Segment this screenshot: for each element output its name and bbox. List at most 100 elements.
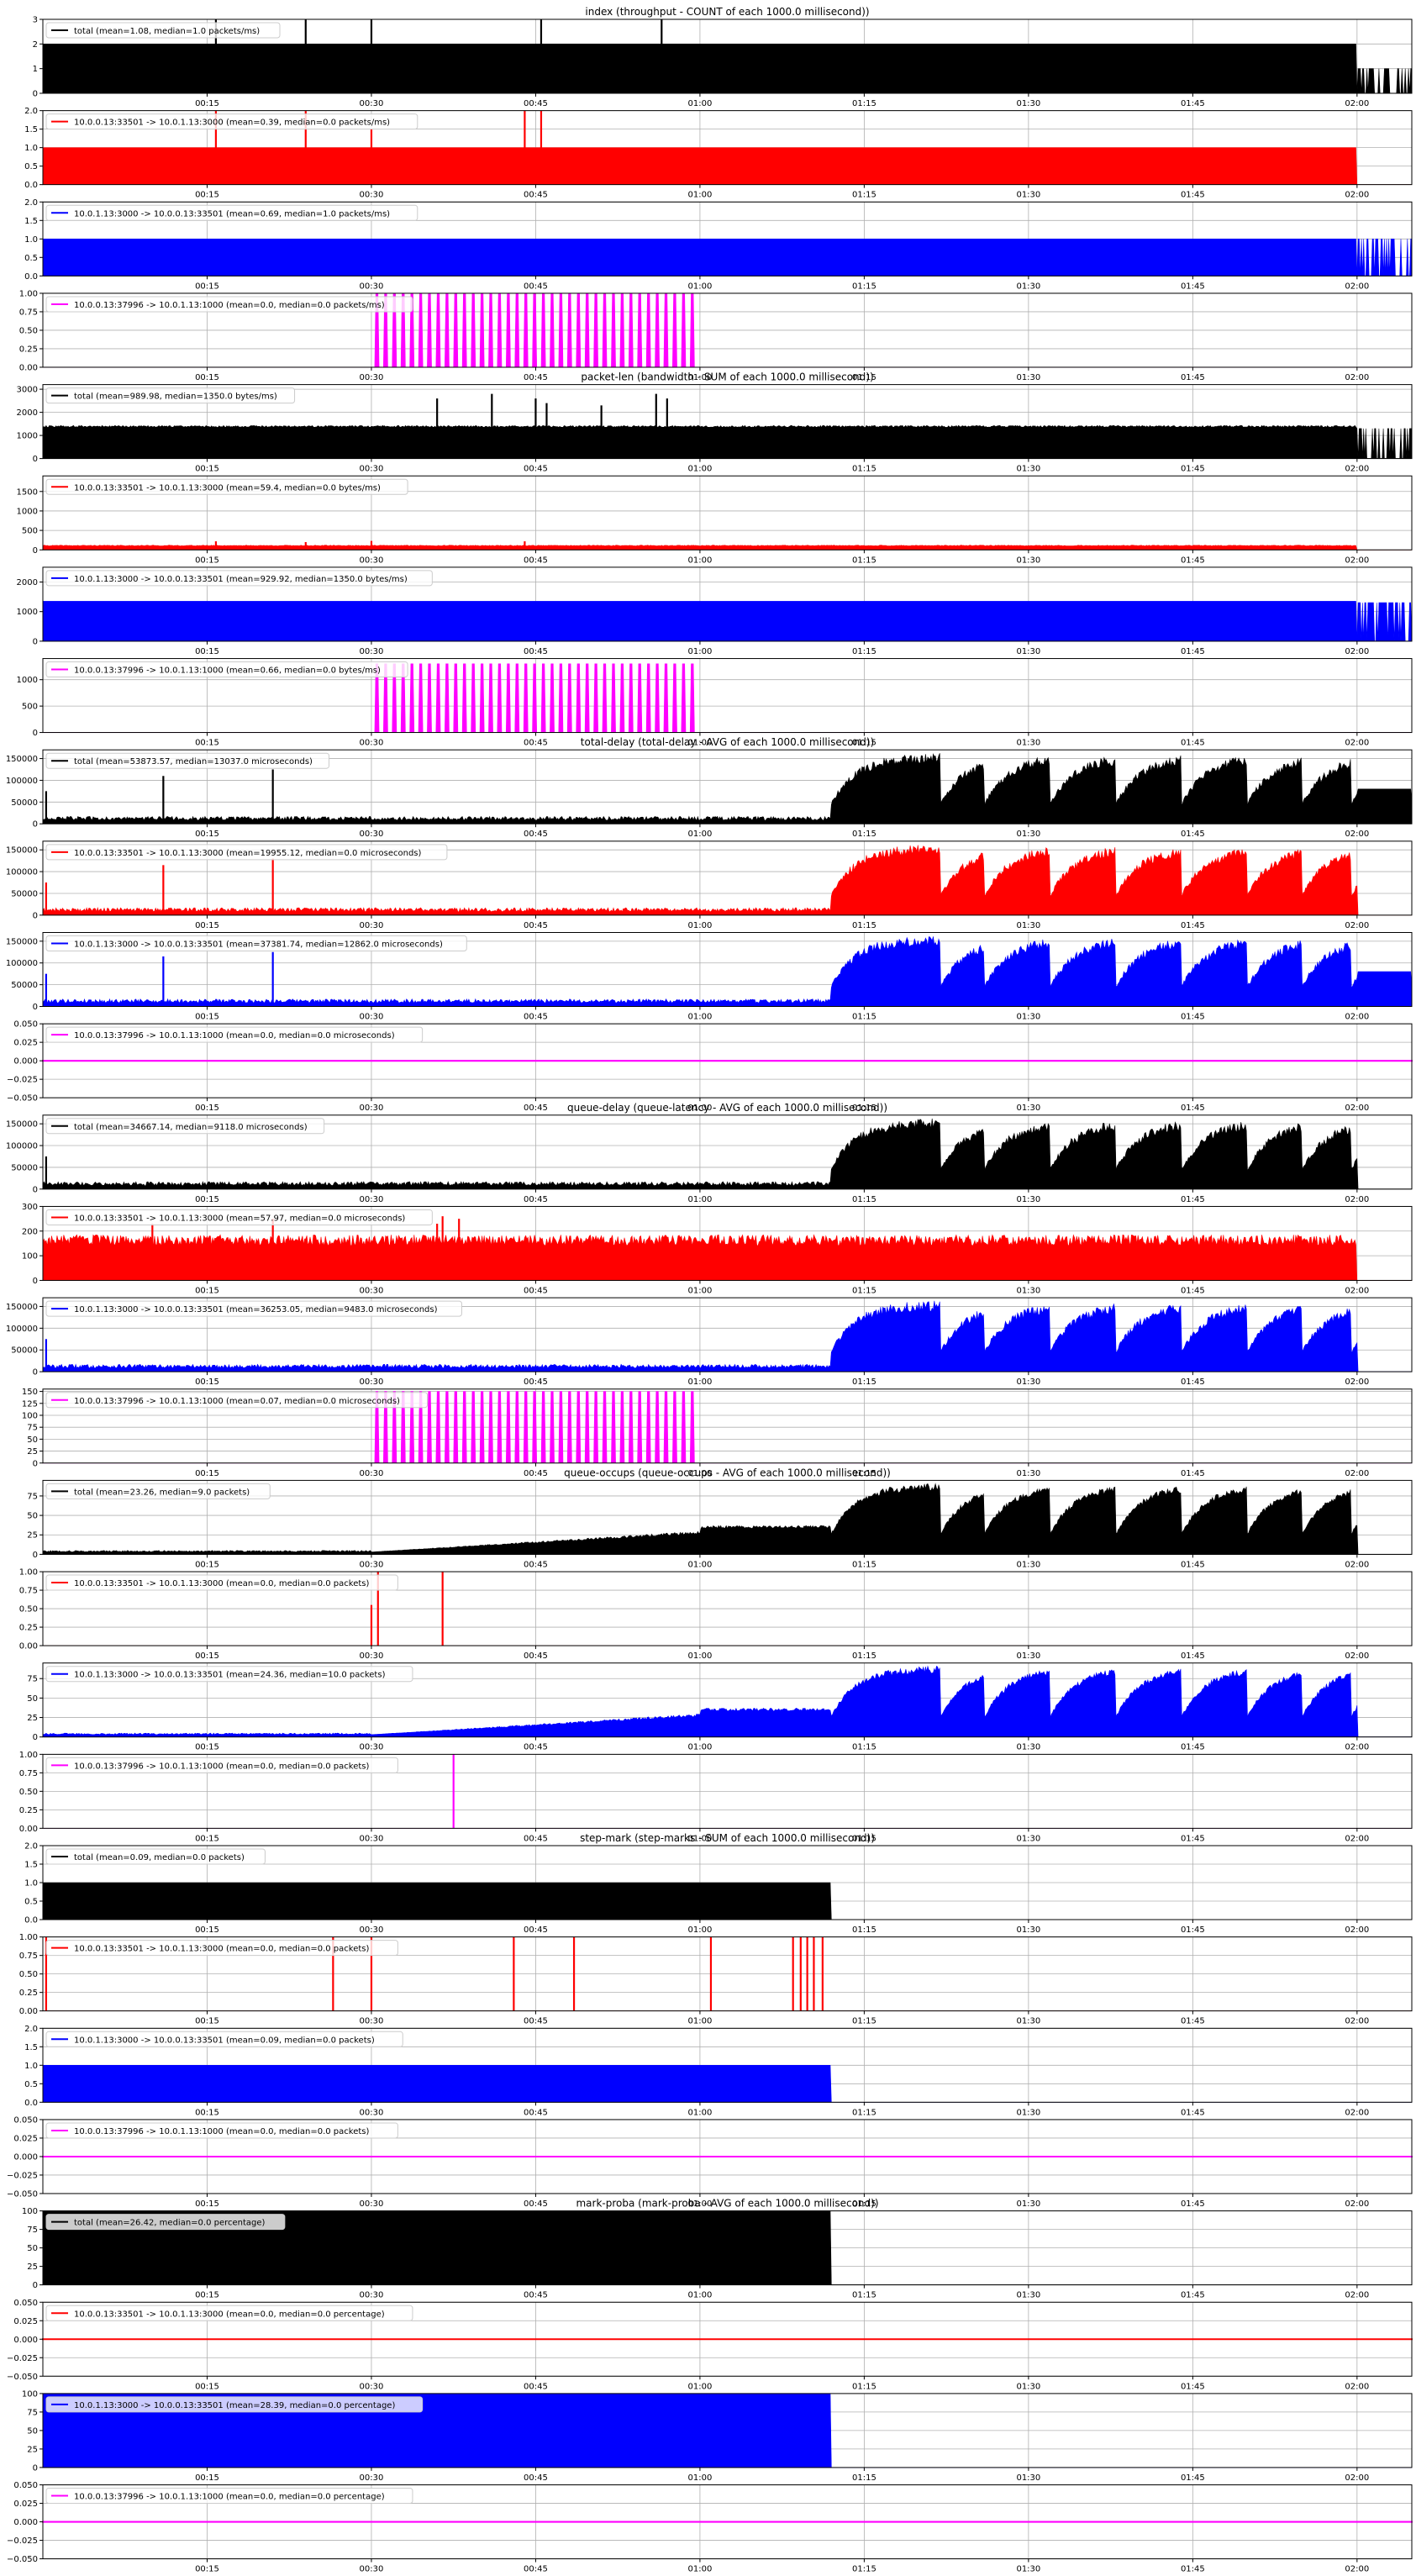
series-area-total xyxy=(42,1483,1412,1555)
group-title: mark-proba (mark-proba - AVG of each 100… xyxy=(576,2198,878,2210)
x-tick-label: 02:00 xyxy=(1345,1560,1369,1569)
y-tick-label: 0 xyxy=(33,1551,38,1560)
y-tick-label: 1.5 xyxy=(24,2043,38,2052)
plot-frame xyxy=(42,658,1413,734)
x-tick-label: 01:45 xyxy=(1181,1195,1205,1204)
y-tick-label: 1 xyxy=(33,65,38,74)
plot-frame xyxy=(42,1388,1413,1464)
chart-group-mark-proba: 0 25 50 75 100 00:15 00:30 00:45 01:00 01:15 01:30… xyxy=(7,2198,1413,2574)
x-tick-label: 00:15 xyxy=(195,282,219,291)
x-tick-label: 01:15 xyxy=(852,1013,876,1022)
x-tick-label: 02:00 xyxy=(1345,282,1369,291)
x-tick-label: 00:45 xyxy=(524,2199,548,2209)
legend-box xyxy=(45,1940,398,1957)
x-tick-label: 01:30 xyxy=(1016,556,1040,565)
series-area-3000-33501 xyxy=(42,239,1413,277)
x-tick-label: 02:00 xyxy=(1345,1013,1369,1022)
y-tick-label: 0.25 xyxy=(19,345,38,354)
y-tick-label: 0.000 xyxy=(13,2336,38,2345)
x-tick-label: 00:45 xyxy=(524,373,548,382)
x-tick-label: 00:45 xyxy=(524,1925,548,1935)
x-tick-label: 01:00 xyxy=(688,2199,713,2209)
y-tick-label: 25 xyxy=(27,2263,38,2272)
y-tick-label: 50000 xyxy=(11,1346,38,1356)
legend-label: 10.0.0.13:33501 -> 10.0.1.13:3000 (mean=… xyxy=(74,1579,369,1588)
panel-step-mark-total: 0.0 0.5 1.0 1.5 2.0 00:15 00:30 00:45 01:00 01:15… xyxy=(24,1832,1413,1935)
x-tick-label: 00:30 xyxy=(360,2382,384,2391)
legend-label: 10.0.0.13:33501 -> 10.0.1.13:3000 (mean=… xyxy=(74,849,422,858)
x-tick-label: 00:30 xyxy=(360,99,384,108)
legend-label: total (mean=53873.57, median=13037.0 mic… xyxy=(74,757,313,766)
y-tick-label: −0.050 xyxy=(7,2555,38,2564)
x-tick-label: 01:00 xyxy=(688,921,713,930)
x-tick-label: 00:45 xyxy=(524,739,548,748)
y-tick-label: 3 xyxy=(33,16,38,25)
y-tick-label: 0 xyxy=(33,637,38,646)
x-tick-label: 00:45 xyxy=(524,2291,548,2300)
x-tick-label: 01:15 xyxy=(852,921,876,930)
y-tick-label: 0 xyxy=(33,2463,38,2473)
x-tick-label: 01:30 xyxy=(1016,1286,1040,1295)
x-tick-label: 02:00 xyxy=(1345,1469,1369,1478)
panel-queue-delay-total: 0 50000 100000 150000 00:15 00:30 00:45 01:00 01… xyxy=(6,1102,1413,1204)
legend-label: 10.0.1.13:3000 -> 10.0.0.13:33501 (mean=… xyxy=(74,575,408,584)
series-area-total xyxy=(42,424,1413,459)
legend-label: 10.0.0.13:37996 -> 10.0.1.13:1000 (mean=… xyxy=(74,2127,369,2136)
x-tick-label: 00:45 xyxy=(524,1104,548,1113)
group-title: index (throughput - COUNT of each 1000.0… xyxy=(585,6,869,18)
y-tick-label: 0 xyxy=(33,1185,38,1194)
y-tick-label: 125 xyxy=(22,1399,38,1409)
x-tick-label: 01:45 xyxy=(1181,191,1205,200)
legend-label: 10.0.0.13:33501 -> 10.0.1.13:3000 (mean=… xyxy=(74,483,381,493)
x-tick-label: 00:45 xyxy=(524,921,548,930)
y-tick-label: 25 xyxy=(27,1447,38,1457)
y-tick-label: 1.5 xyxy=(24,1861,38,1870)
panel-throughput-3000-33501: 0.0 0.5 1.0 1.5 2.0 00:15 00:30 00:45 01:00 01:15… xyxy=(24,198,1413,291)
x-tick-label: 01:15 xyxy=(852,1286,876,1295)
x-tick-label: 00:15 xyxy=(195,191,219,200)
x-tick-label: 00:45 xyxy=(524,1651,548,1661)
x-tick-label: 01:30 xyxy=(1016,1195,1040,1204)
x-tick-label: 01:15 xyxy=(852,465,876,474)
x-tick-label: 01:30 xyxy=(1016,830,1040,839)
group-title: queue-delay (queue-latency - AVG of each… xyxy=(567,1102,887,1114)
x-tick-label: 02:00 xyxy=(1345,99,1369,108)
x-tick-label: 01:00 xyxy=(688,1104,713,1113)
x-tick-label: 00:15 xyxy=(195,2199,219,2209)
x-tick-label: 01:30 xyxy=(1016,99,1040,108)
plot-frame xyxy=(42,1205,1413,1281)
x-tick-label: 00:30 xyxy=(360,2291,384,2300)
y-tick-label: 0.000 xyxy=(13,1057,38,1067)
x-tick-label: 01:15 xyxy=(852,556,876,565)
legend-box xyxy=(45,1118,325,1135)
y-tick-label: −0.025 xyxy=(7,2354,38,2363)
legend-label: total (mean=1.08, median=1.0 packets/ms) xyxy=(74,27,260,36)
plot-frame xyxy=(42,384,1413,460)
x-tick-label: 01:45 xyxy=(1181,1378,1205,1387)
panel-queue-occups-3000-33501: 0 25 50 75 00:15 00:30 00:45 01:00 01:15 01:30 01:… xyxy=(27,1662,1413,1752)
x-tick-label: 01:45 xyxy=(1181,2473,1205,2483)
y-tick-label: 0.0 xyxy=(24,1916,38,1925)
plot-frame xyxy=(42,1114,1413,1190)
x-tick-label: 01:15 xyxy=(852,373,876,382)
y-tick-label: 100 xyxy=(22,1411,38,1420)
y-tick-label: 1000 xyxy=(17,608,38,617)
x-tick-label: 00:45 xyxy=(524,282,548,291)
y-tick-label: 0 xyxy=(33,90,38,99)
x-tick-label: 00:30 xyxy=(360,1834,384,1843)
panel-mark-proba-total: 0 25 50 75 100 00:15 00:30 00:45 01:00 01:15 01:30… xyxy=(22,2198,1413,2300)
x-tick-label: 01:00 xyxy=(688,1834,713,1843)
x-tick-label: 01:15 xyxy=(852,282,876,291)
legend-label: 10.0.0.13:37996 -> 10.0.1.13:1000 (mean=… xyxy=(74,301,385,310)
x-tick-label: 01:30 xyxy=(1016,373,1040,382)
legend-box xyxy=(45,2031,403,2047)
legend-box xyxy=(45,2122,398,2139)
plot-frame xyxy=(42,1662,1413,1738)
x-tick-label: 01:45 xyxy=(1181,2382,1205,2391)
y-tick-label: 1000 xyxy=(17,507,38,516)
y-tick-label: 2000 xyxy=(17,408,38,418)
legend-box xyxy=(45,1848,266,1865)
y-tick-label: 0.00 xyxy=(19,1642,38,1651)
